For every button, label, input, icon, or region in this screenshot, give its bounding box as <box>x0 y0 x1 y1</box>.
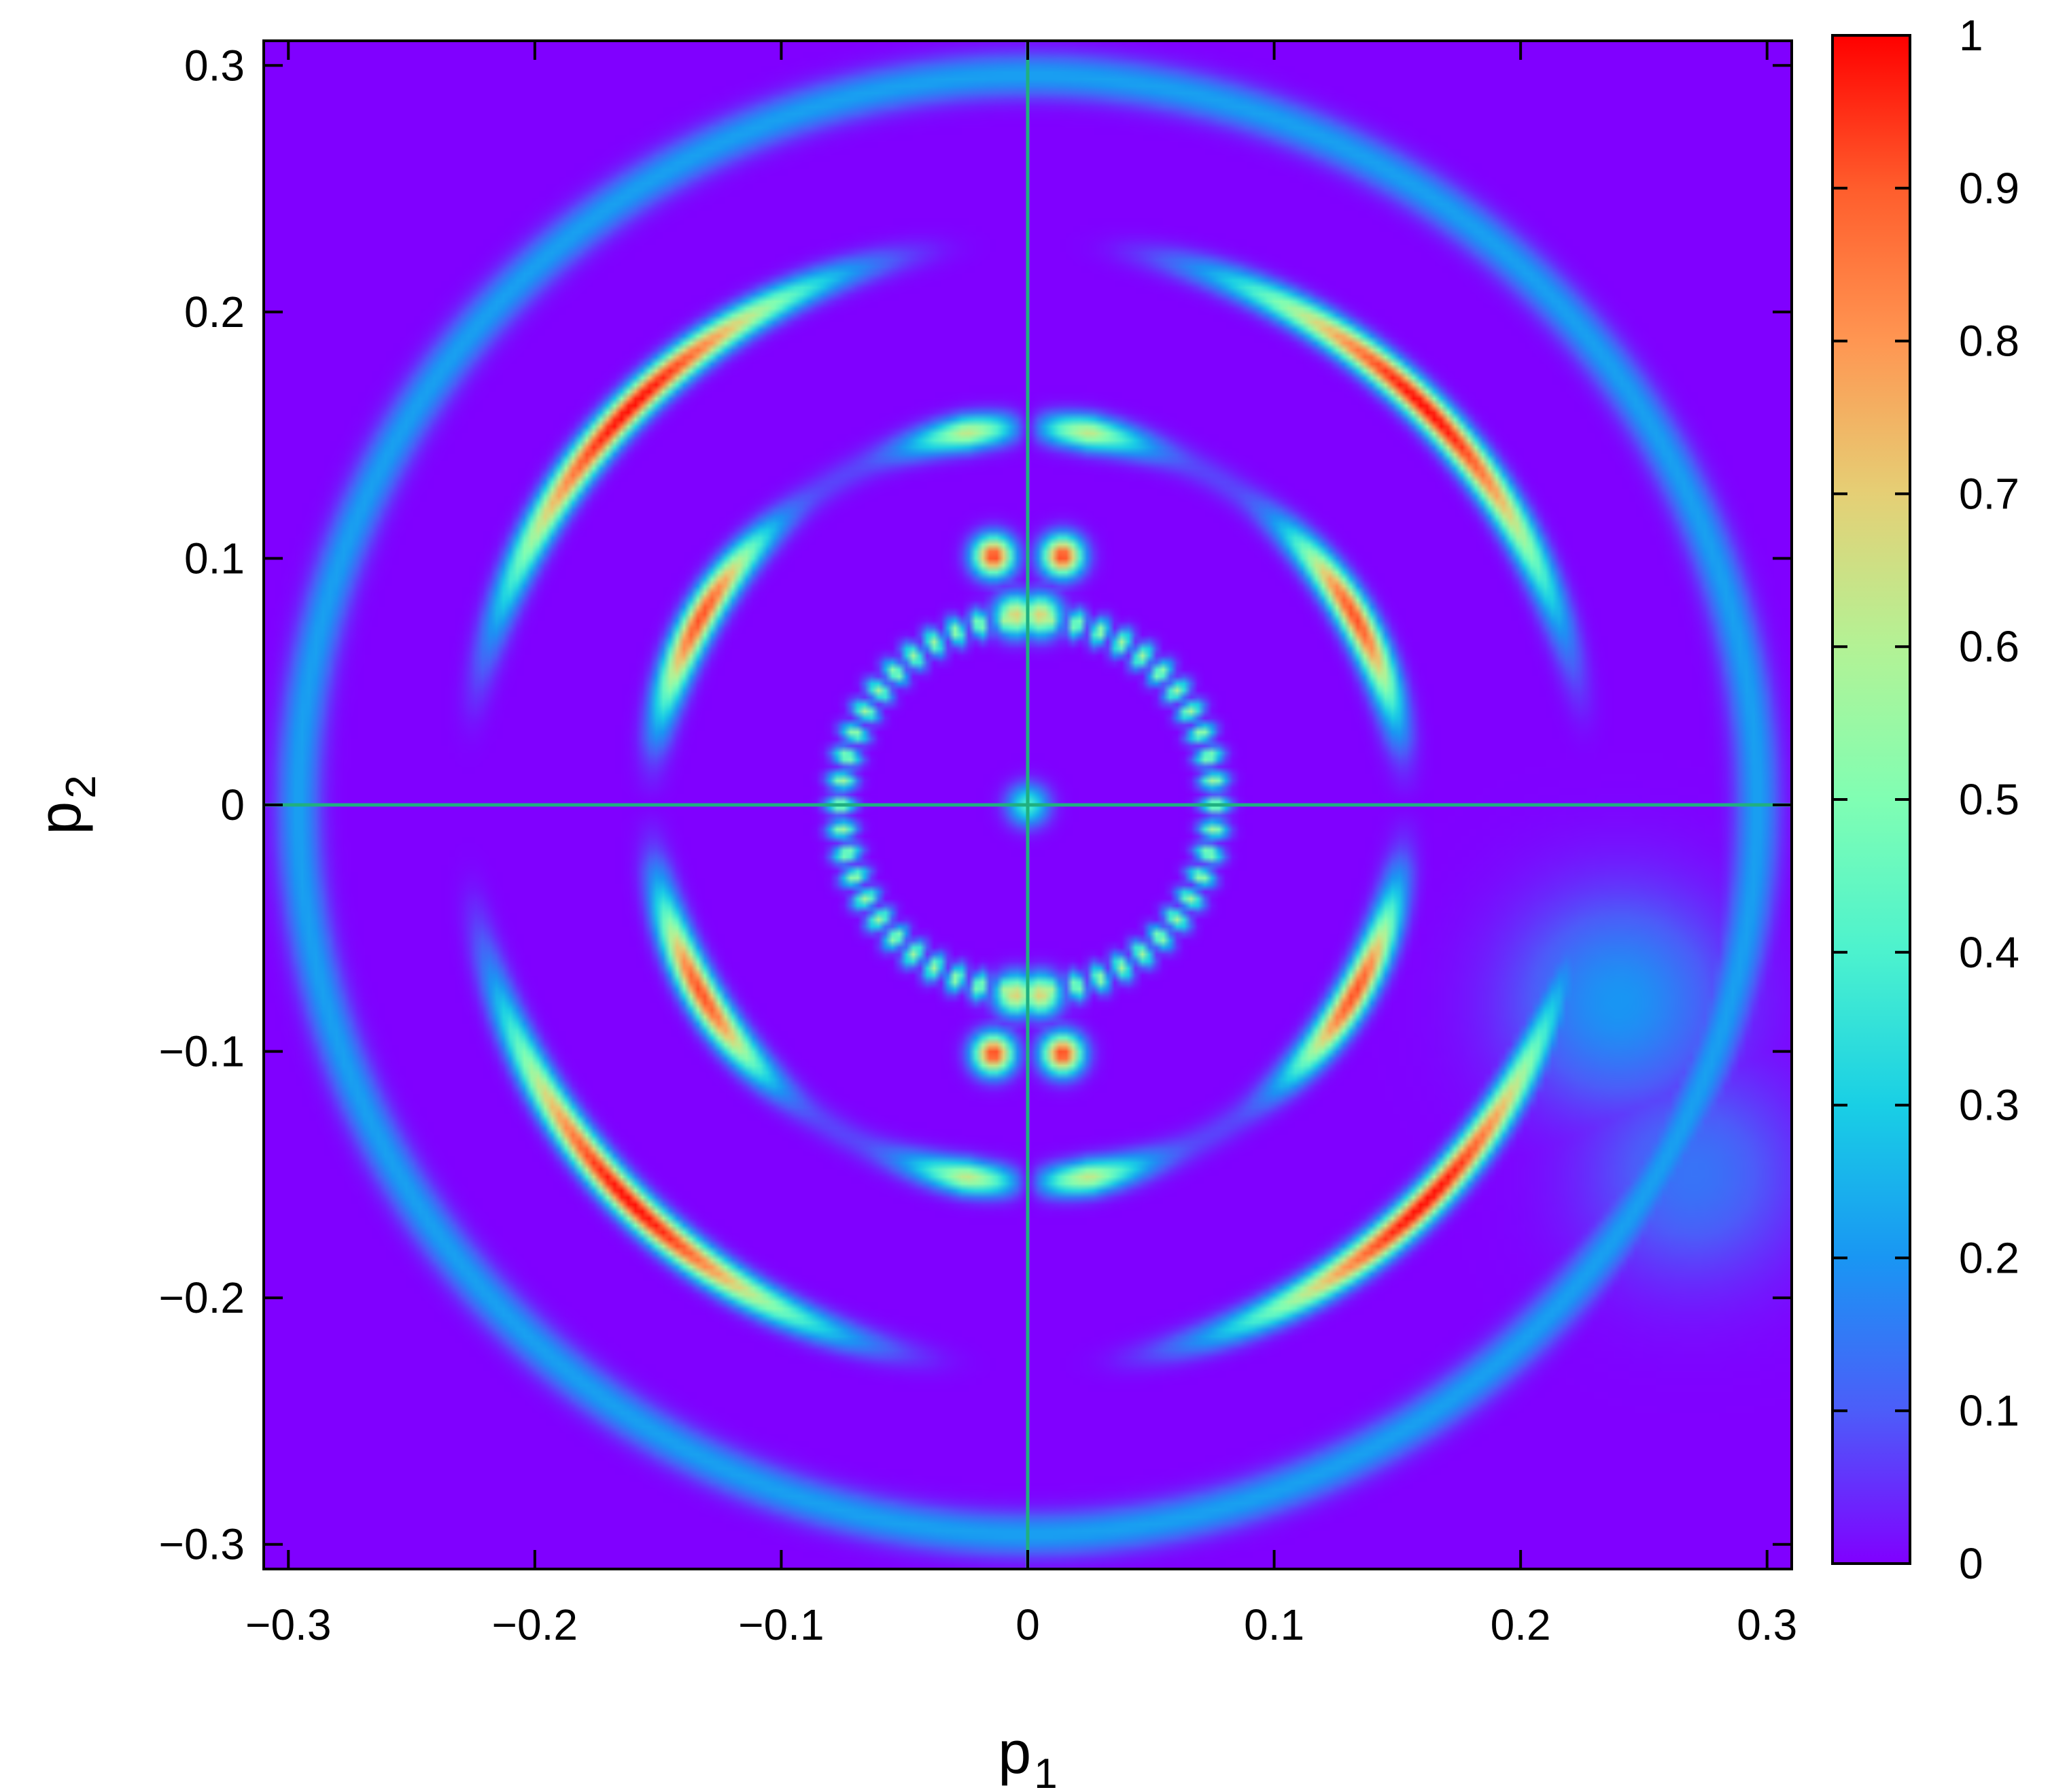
x-tick-label: −0.3 <box>245 1600 331 1649</box>
colorbar-tick-label: 0.1 <box>1959 1386 2019 1435</box>
x-axis-label-main: p <box>998 1719 1031 1786</box>
colorbar-tick-label: 0.2 <box>1959 1233 2019 1282</box>
colorbar-tick-label: 0 <box>1959 1539 1983 1588</box>
x-tick-label: 0.3 <box>1737 1600 1797 1649</box>
y-tick-label: 0.3 <box>184 41 245 90</box>
colorbar: 0 0.1 0.2 0.3 0.4 0.5 0.6 0.7 0.8 0.9 1 <box>1831 11 2019 1588</box>
colorbar-tick-label: 0.9 <box>1959 164 2019 213</box>
colorbar-tick-label: 0.7 <box>1959 469 2019 518</box>
colorbar-ticks: 0 0.1 0.2 0.3 0.4 0.5 0.6 0.7 0.8 0.9 1 <box>1832 11 2019 1588</box>
y-tick-label: −0.1 <box>159 1027 245 1076</box>
x-tick-label: 0.1 <box>1244 1600 1304 1649</box>
colorbar-tick-label: 0.6 <box>1959 622 2019 671</box>
y-axis-ticks: −0.3 −0.2 −0.1 0 0.1 0.2 0.3 <box>159 41 1792 1569</box>
colorbar-tick-label: 0.3 <box>1959 1081 2019 1130</box>
colorbar-tick-label: 0.8 <box>1959 317 2019 366</box>
colorbar-tick-label: 0.5 <box>1959 775 2019 824</box>
y-tick-label: 0 <box>220 780 245 829</box>
plot-area <box>262 39 1793 1570</box>
x-tick-label: −0.1 <box>738 1600 824 1649</box>
x-axis-ticks: −0.3 −0.2 −0.1 0 0.1 0.2 0.3 <box>245 41 1797 1649</box>
y-tick-label: −0.3 <box>159 1520 245 1569</box>
y-axis-label-main: p <box>26 802 93 835</box>
colorbar-tick-label: 1 <box>1959 11 1983 60</box>
y-tick-label: 0.1 <box>184 534 245 583</box>
y-tick-label: −0.2 <box>159 1273 245 1322</box>
y-tick-label: 0.2 <box>184 288 245 337</box>
y-axis-label: p2 <box>26 775 105 834</box>
colorbar-tick-label: 0.4 <box>1959 928 2019 977</box>
x-axis-label-sub: 1 <box>1034 1751 1057 1792</box>
y-axis-label-sub: 2 <box>58 775 105 798</box>
x-tick-label: −0.2 <box>492 1600 578 1649</box>
x-tick-label: 0 <box>1015 1600 1040 1649</box>
x-axis-label: p1 <box>998 1719 1057 1792</box>
x-tick-label: 0.2 <box>1491 1600 1551 1649</box>
